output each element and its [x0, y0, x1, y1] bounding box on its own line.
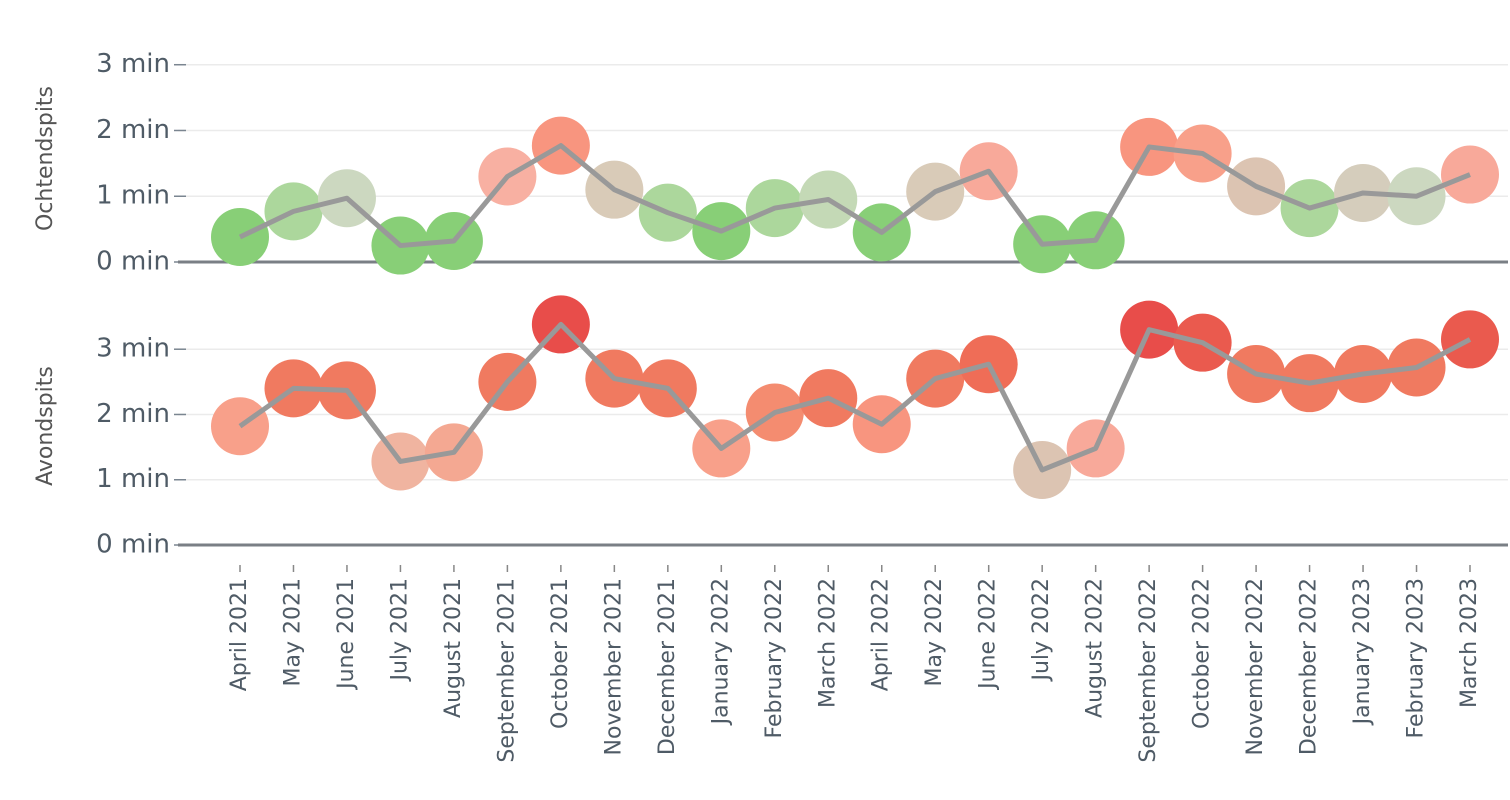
- x-tick-label: May 2022: [922, 578, 947, 686]
- x-tick-label: July 2021: [387, 578, 412, 683]
- x-tick-label: August 2021: [441, 578, 466, 718]
- x-tick-label: June 2021: [334, 578, 359, 691]
- y-tick-label: 3 min: [96, 49, 170, 79]
- y-tick-label: 3 min: [96, 334, 170, 364]
- x-tick-label: February 2023: [1404, 578, 1429, 738]
- x-tick-label: October 2021: [548, 578, 573, 729]
- y-tick-label: 2 min: [96, 399, 170, 429]
- y-tick-label: 0 min: [96, 530, 170, 560]
- y-tick-label: 0 min: [96, 247, 170, 277]
- x-tick-label: December 2022: [1297, 578, 1322, 755]
- trend-line: [238, 143, 1471, 249]
- x-tick-label: January 2023: [1350, 578, 1375, 726]
- x-tick-label: May 2021: [280, 578, 305, 686]
- x-tick-label: November 2022: [1243, 578, 1268, 755]
- y-axis-label: Avondspits: [33, 366, 58, 486]
- y-tick-label: 2 min: [96, 115, 170, 145]
- x-tick-label: September 2022: [1136, 578, 1161, 763]
- x-tick-label: January 2022: [708, 578, 733, 726]
- x-tick-label: December 2021: [655, 578, 680, 755]
- x-tick-label: February 2022: [762, 578, 787, 738]
- trend-line: [238, 321, 1472, 473]
- y-tick-label: 1 min: [96, 181, 170, 211]
- x-tick-label: September 2021: [494, 578, 519, 763]
- x-tick-label: November 2021: [601, 578, 626, 755]
- x-tick-label: April 2021: [227, 578, 252, 691]
- x-tick-label: March 2023: [1457, 578, 1482, 708]
- y-axis-label: Ochtendspits: [33, 86, 58, 231]
- x-tick-label: July 2022: [1029, 578, 1054, 683]
- x-tick-label: June 2022: [976, 578, 1001, 691]
- x-tick-label: October 2022: [1190, 578, 1215, 729]
- x-tick-label: March 2022: [815, 578, 840, 708]
- x-tick-label: April 2022: [869, 578, 894, 691]
- y-tick-label: 1 min: [96, 464, 170, 494]
- x-tick-label: August 2022: [1083, 578, 1108, 718]
